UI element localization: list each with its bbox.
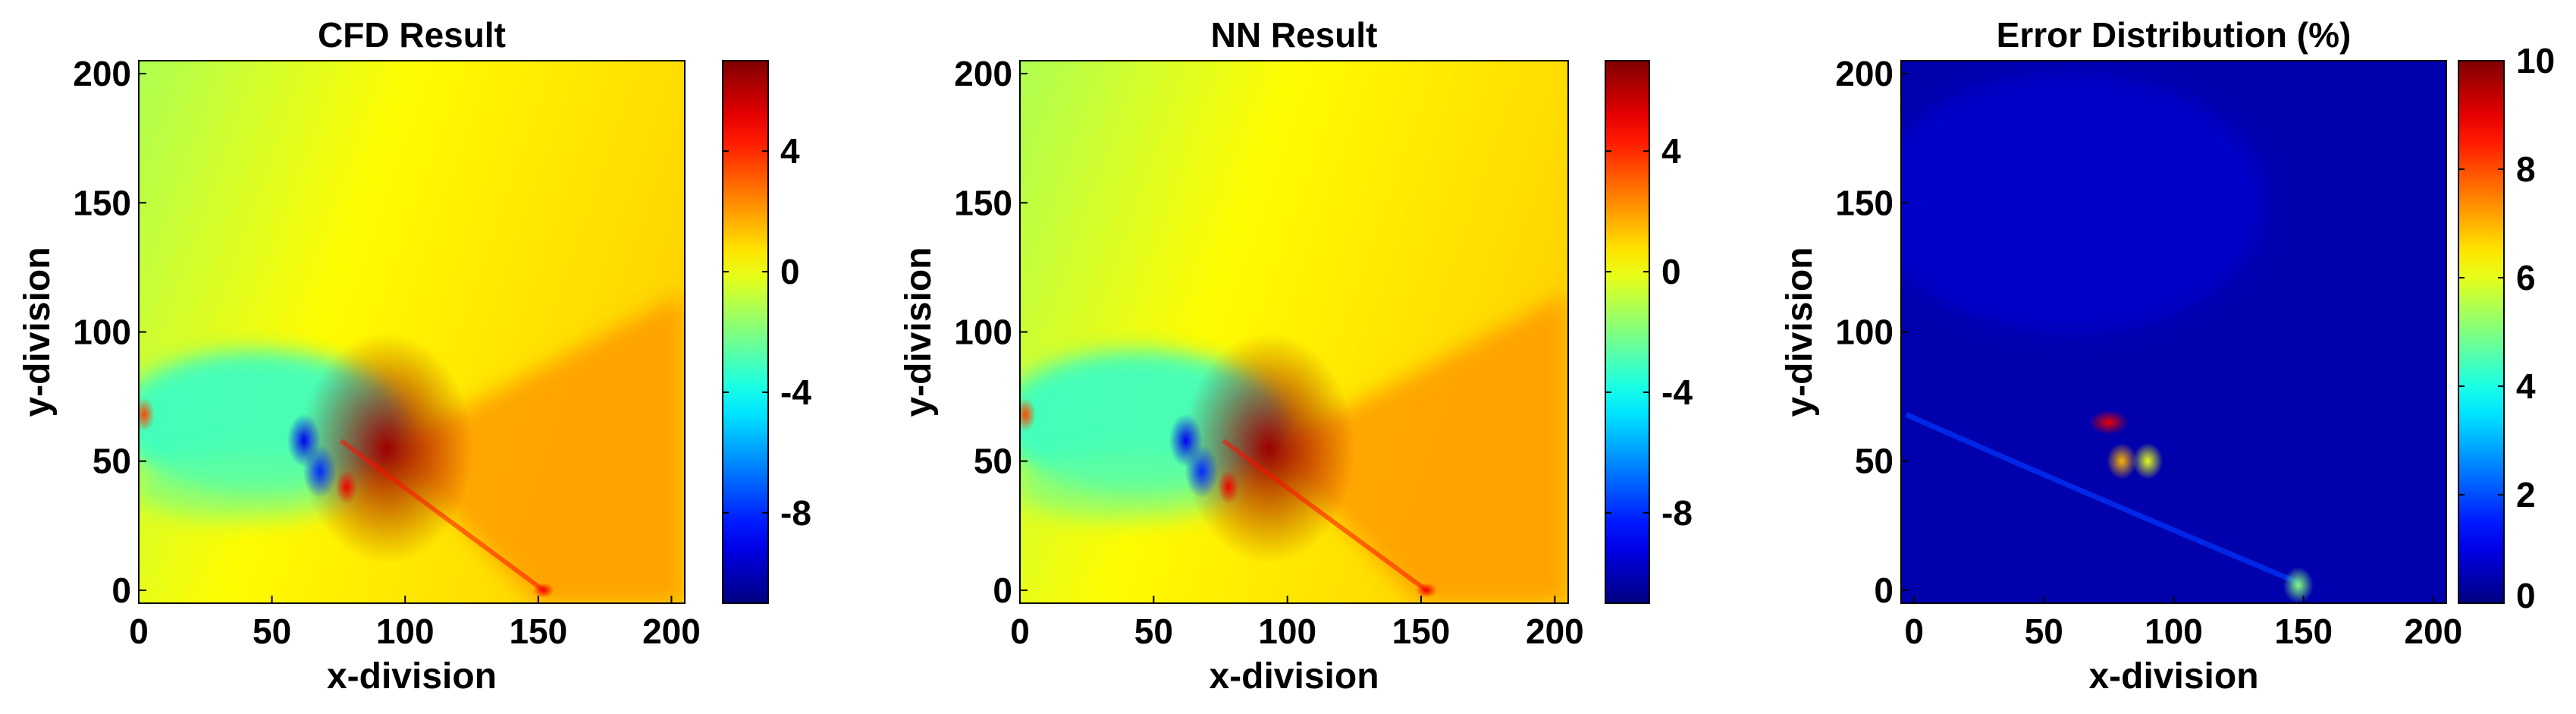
chart-title: CFD Result (318, 15, 506, 55)
y-axis-label: y-division (1780, 247, 1820, 417)
colorbar (2458, 60, 2505, 604)
field-feature (1184, 445, 1219, 499)
colorbar (722, 60, 769, 604)
x-tick-label: 200 (1526, 612, 1584, 651)
colorbar-tick-label: 10 (2516, 41, 2555, 80)
x-tick-label: 100 (2145, 612, 2203, 651)
field-feature (1020, 398, 1037, 432)
y-tick-label: 200 (1835, 54, 1894, 93)
colorbar-tick-label: 0 (780, 252, 800, 291)
y-tick-label: 50 (1855, 442, 1894, 481)
colorbar-tick-label: 2 (2516, 475, 2536, 514)
field-feature (335, 470, 357, 505)
chart-title: Error Distribution (%) (1997, 15, 2352, 55)
field-feature (2283, 567, 2314, 603)
x-tick-label: 200 (2405, 612, 2463, 651)
heatmap-field (1020, 61, 1568, 603)
chart-title: NN Result (1211, 15, 1378, 55)
x-axis-label: x-division (327, 656, 497, 697)
y-tick-label: 200 (954, 54, 1012, 93)
panel-3: Error Distribution (%)0 50 100 150 200050100… (1780, 15, 2555, 697)
colorbar-tick-label: 0 (2516, 576, 2536, 615)
field-feature (2088, 410, 2129, 435)
colorbar-tick-label: 6 (2516, 258, 2536, 297)
y-tick-label: 100 (1835, 313, 1894, 352)
y-tick-label: 50 (974, 442, 1012, 481)
colorbar-tick-label: 4 (780, 131, 800, 171)
y-tick-label: 0 (1874, 571, 1894, 610)
y-axis-label: y-division (899, 247, 939, 417)
panel-2: NN Result 0 50 100 150 200 0 50 100 150 200 x-divis… (899, 15, 1693, 697)
y-axis-label: y-division (17, 247, 58, 417)
y-tick-label: 200 (73, 54, 131, 93)
colorbar-tick-label: 4 (1661, 131, 1681, 171)
y-tick-label: 150 (73, 183, 131, 222)
x-tick-label: 0 (1010, 612, 1030, 651)
x-tick-label: 50 (2025, 612, 2063, 651)
x-tick-label: 150 (1392, 612, 1451, 651)
colorbar-tick-label: -4 (780, 373, 811, 412)
field-feature (303, 445, 337, 499)
x-tick-label: 100 (1258, 612, 1316, 651)
y-tick-label: 0 (111, 571, 131, 610)
x-tick-label: 50 (1134, 612, 1173, 651)
heatmap-field (139, 61, 685, 603)
panel-1: CFD Result 0 50 100 150 200 0 50 100 150 200 x-divi… (17, 15, 811, 697)
heatmap-field (1901, 61, 2446, 603)
x-tick-label: 0 (129, 612, 149, 651)
y-tick-label: 50 (93, 442, 131, 481)
field-feature (2132, 442, 2163, 480)
x-tick-label: 150 (2274, 612, 2333, 651)
x-tick-label: 150 (509, 612, 567, 651)
colorbar-tick-label: 8 (2516, 149, 2536, 189)
y-tick-label: 100 (954, 313, 1012, 352)
x-axis-label: x-division (2088, 656, 2258, 697)
field-feature (2107, 442, 2138, 480)
colorbar-tick-label: -8 (1661, 493, 1693, 533)
x-tick-label: 100 (376, 612, 435, 651)
colorbar-tick-label: 4 (2516, 366, 2536, 406)
field-feature (139, 398, 155, 432)
y-tick-label: 0 (993, 571, 1012, 610)
colorbar (1605, 60, 1650, 604)
colorbar-tick-label: -8 (780, 493, 811, 533)
x-axis-label: x-division (1209, 656, 1379, 697)
y-tick-label: 150 (1835, 183, 1894, 222)
colorbar-tick-label: -4 (1661, 373, 1693, 412)
x-tick-label: 50 (253, 612, 291, 651)
x-tick-label: 0 (1904, 612, 1924, 651)
colorbar-tick-label: 0 (1661, 252, 1681, 291)
field-feature (1218, 470, 1240, 505)
x-tick-label: 200 (642, 612, 701, 651)
y-tick-label: 100 (73, 313, 131, 352)
y-tick-label: 150 (954, 183, 1012, 222)
